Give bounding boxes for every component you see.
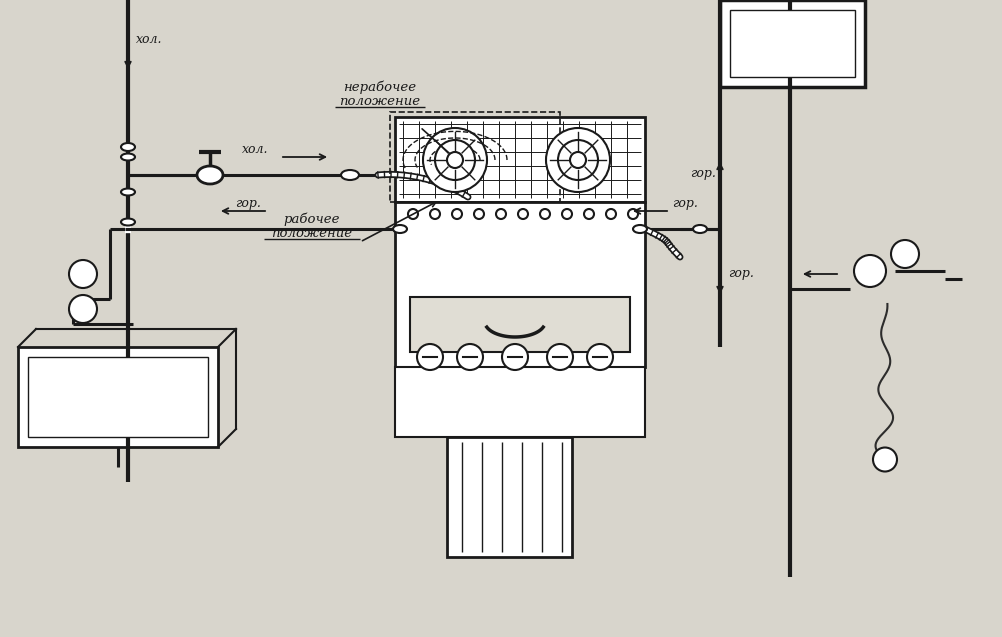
Ellipse shape [121,189,135,196]
Text: гор.: гор. [671,197,697,210]
Circle shape [435,140,475,180]
Circle shape [539,209,549,219]
Circle shape [583,209,593,219]
Circle shape [569,152,585,168]
Text: хол.: хол. [136,32,162,45]
Ellipse shape [393,225,407,233]
Bar [395,367,644,437]
Circle shape [452,209,462,219]
Text: гор.: гор. [234,197,261,210]
Circle shape [605,209,615,219]
Bar [447,437,571,557]
Circle shape [474,209,484,219]
Circle shape [545,128,609,192]
Circle shape [546,344,572,370]
Text: гор.: гор. [727,267,754,280]
Bar [395,202,644,367]
Circle shape [501,344,527,370]
Text: нерабочее: нерабочее [343,80,416,94]
Circle shape [69,295,97,323]
Circle shape [853,255,885,287]
Circle shape [417,344,443,370]
Circle shape [457,344,483,370]
Circle shape [557,140,597,180]
Circle shape [890,240,918,268]
Circle shape [447,152,463,168]
Circle shape [408,209,418,219]
Ellipse shape [341,170,359,180]
Ellipse shape [121,154,135,161]
Circle shape [517,209,527,219]
Circle shape [872,448,896,471]
Ellipse shape [632,225,646,233]
Ellipse shape [692,225,706,233]
Circle shape [423,128,487,192]
Bar [719,0,864,87]
Circle shape [561,209,571,219]
Bar [410,297,629,352]
Circle shape [496,209,505,219]
Bar [395,117,644,202]
Bar [18,347,217,447]
Text: хол.: хол. [241,143,269,156]
Circle shape [430,209,440,219]
Bar [390,112,559,202]
Text: положение: положение [272,227,353,240]
Circle shape [69,260,97,288]
Bar [729,10,854,77]
Ellipse shape [121,218,135,225]
Bar [28,357,207,437]
Text: гор.: гор. [689,167,715,180]
Circle shape [627,209,637,219]
Ellipse shape [196,166,222,184]
Ellipse shape [121,143,135,151]
Text: положение: положение [339,95,420,108]
Text: рабочее: рабочее [284,213,340,226]
Circle shape [586,344,612,370]
